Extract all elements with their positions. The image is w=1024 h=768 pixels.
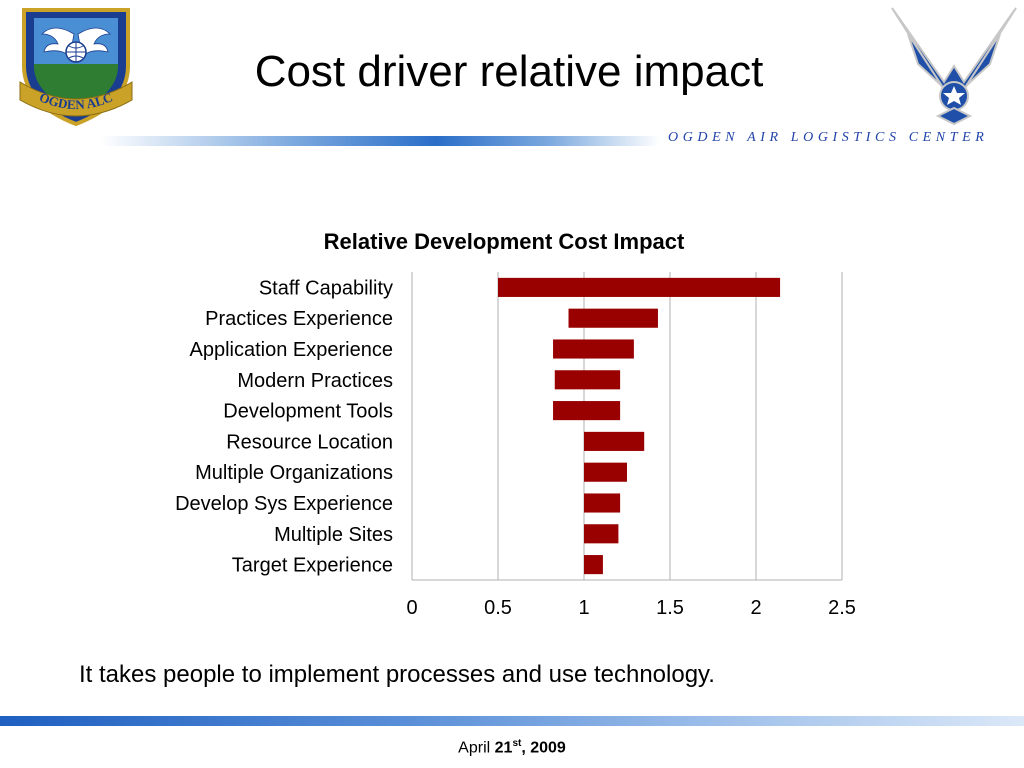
chart-x-tick-labels: 0 0.5 1 1.5 2 2.5 — [406, 597, 855, 619]
bar-3 — [554, 370, 621, 390]
chart-title: Relative Development Cost Impact — [324, 229, 685, 254]
svg-text:OGDEN ALC: OGDEN ALC — [37, 89, 114, 112]
category-label-5: Resource Location — [226, 431, 393, 453]
date-day-suffix: st — [512, 738, 522, 749]
bar-7 — [584, 493, 621, 513]
air-force-wings-logo — [891, 7, 1017, 126]
date-year: , 2009 — [521, 739, 566, 757]
header-gradient-band — [100, 136, 660, 146]
category-label-4: Development Tools — [223, 401, 393, 423]
bar-6 — [584, 462, 627, 482]
bar-5 — [584, 431, 645, 451]
category-label-8: Multiple Sites — [274, 524, 393, 546]
category-label-1: Practices Experience — [205, 308, 393, 330]
logo-text: OGDEN ALC — [37, 89, 114, 112]
x-tick-label-4: 2 — [750, 597, 761, 619]
date-month: April — [458, 739, 491, 757]
organization-name: OGDEN AIR LOGISTICS CENTER — [668, 130, 989, 145]
category-label-0: Staff Capability — [259, 277, 393, 299]
category-label-2: Application Experience — [190, 339, 393, 361]
bar-8 — [584, 524, 619, 544]
bar-4 — [553, 401, 621, 421]
footer-gradient-band — [0, 716, 1024, 726]
bar-0 — [498, 277, 781, 297]
x-tick-label-0: 0 — [406, 597, 417, 619]
bar-2 — [553, 339, 634, 359]
x-tick-label-2: 1 — [578, 597, 589, 619]
category-label-7: Develop Sys Experience — [175, 493, 393, 515]
bar-9 — [584, 555, 603, 575]
x-tick-label-1: 0.5 — [484, 597, 512, 619]
category-label-6: Multiple Organizations — [195, 462, 393, 484]
bar-1 — [568, 308, 658, 328]
date-day: 21 — [494, 739, 513, 757]
category-label-3: Modern Practices — [237, 370, 393, 392]
category-label-9: Target Experience — [232, 555, 393, 577]
x-tick-label-3: 1.5 — [656, 597, 684, 619]
chart-bars — [498, 277, 781, 575]
slide-caption: It takes people to implement processes a… — [79, 661, 715, 688]
footer-date: April 21st, 2009 — [0, 734, 1024, 758]
slide-title: Cost driver relative impact — [254, 47, 764, 96]
ogden-alc-shield-logo: OGDEN ALC — [19, 8, 133, 127]
chart-category-labels: Staff Capability Practices Experience Appl… — [175, 277, 393, 576]
x-tick-label-5: 2.5 — [828, 597, 856, 619]
